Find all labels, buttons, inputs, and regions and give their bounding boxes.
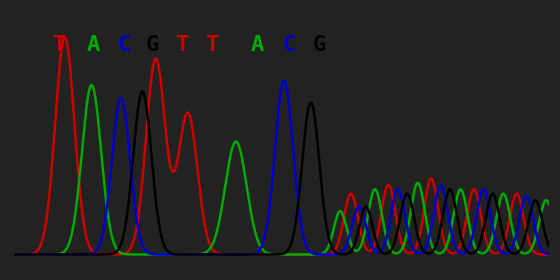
Text: T: T — [206, 35, 220, 55]
Text: G: G — [145, 35, 158, 55]
Text: A: A — [251, 35, 264, 55]
Text: G: G — [313, 35, 326, 55]
Text: A: A — [86, 35, 100, 55]
Text: C: C — [117, 35, 130, 55]
Text: C: C — [283, 35, 296, 55]
Text: T: T — [176, 35, 189, 55]
Text: T: T — [53, 35, 66, 55]
